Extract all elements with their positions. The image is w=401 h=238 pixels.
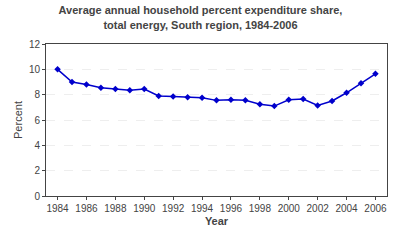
svg-text:Year: Year bbox=[205, 215, 229, 227]
svg-text:Average annual household perce: Average annual household percent expendi… bbox=[59, 4, 343, 30]
svg-text:2004: 2004 bbox=[335, 203, 358, 214]
svg-text:2006: 2006 bbox=[364, 203, 387, 214]
svg-text:8: 8 bbox=[34, 89, 40, 100]
svg-text:2: 2 bbox=[34, 165, 40, 176]
svg-text:2000: 2000 bbox=[278, 203, 301, 214]
svg-text:10: 10 bbox=[29, 64, 41, 75]
svg-text:6: 6 bbox=[34, 115, 40, 126]
svg-text:1988: 1988 bbox=[104, 203, 127, 214]
svg-text:1994: 1994 bbox=[191, 203, 214, 214]
svg-text:Percent: Percent bbox=[12, 101, 24, 139]
svg-text:1996: 1996 bbox=[220, 203, 243, 214]
svg-text:1998: 1998 bbox=[249, 203, 272, 214]
svg-text:0: 0 bbox=[34, 191, 40, 202]
svg-text:1990: 1990 bbox=[133, 203, 156, 214]
svg-text:1984: 1984 bbox=[46, 203, 69, 214]
svg-text:4: 4 bbox=[34, 140, 40, 151]
svg-text:12: 12 bbox=[29, 39, 41, 50]
svg-text:1986: 1986 bbox=[75, 203, 98, 214]
svg-text:2002: 2002 bbox=[307, 203, 330, 214]
svg-text:1992: 1992 bbox=[162, 203, 185, 214]
